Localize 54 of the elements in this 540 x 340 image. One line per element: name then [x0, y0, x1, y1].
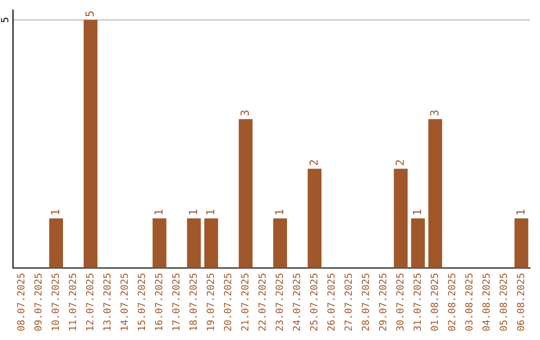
- bar: [204, 218, 218, 268]
- x-tick-label: 17.07.2025: [172, 274, 180, 330]
- x-tick-label: 11.07.2025: [68, 274, 76, 330]
- data-label: 3: [240, 110, 249, 116]
- bar: [428, 119, 442, 268]
- x-tick-label: 23.07.2025: [276, 274, 283, 331]
- x-tick-label: 29.07.2025: [379, 274, 386, 331]
- x-tick-label: 25.07.2025: [310, 274, 318, 331]
- x-tick-label: 18.07.2025: [189, 274, 197, 330]
- x-tick-label: 10.07.2025: [52, 274, 59, 330]
- x-tick-label: 30.07.2025: [396, 274, 404, 331]
- x-tick-label: 02.08.2025: [448, 274, 456, 331]
- data-label: 2: [396, 160, 404, 166]
- data-label: 1: [275, 210, 284, 214]
- x-tick-label: 24.07.2025: [292, 274, 300, 331]
- data-label: 1: [516, 210, 524, 214]
- data-label: 1: [51, 210, 60, 214]
- x-tick-label: 27.07.2025: [344, 274, 352, 331]
- bar: [514, 218, 528, 268]
- bar: [308, 168, 322, 268]
- x-tick-label: 16.07.2025: [154, 274, 162, 330]
- x-tick-label: 01.08.2025: [430, 274, 438, 331]
- x-tick-label: 12.07.2025: [86, 274, 94, 330]
- x-tick-label: 04.08.2025: [482, 274, 490, 331]
- x-tick-label: 14.07.2025: [120, 274, 128, 330]
- x-tick-label: 28.07.2025: [362, 274, 370, 331]
- x-tick-label: 21.07.2025: [241, 274, 248, 331]
- x-tick-label: 26.07.2025: [327, 274, 335, 331]
- bar: [273, 218, 288, 268]
- data-label: 1: [188, 210, 198, 214]
- bar: [152, 218, 166, 268]
- x-tick-label: 06.08.2025: [516, 274, 524, 331]
- x-tick-label: 05.08.2025: [500, 274, 507, 331]
- data-label: 3: [430, 110, 438, 116]
- data-label: 1: [412, 210, 422, 214]
- x-tick-label: 31.07.2025: [413, 274, 421, 331]
- x-tick-label: 22.07.2025: [258, 274, 266, 331]
- x-tick-label: 03.08.2025: [465, 274, 473, 331]
- bar: [187, 218, 201, 268]
- x-tick-label: 13.07.2025: [103, 274, 111, 330]
- x-tick-label: 08.07.2025: [17, 274, 24, 331]
- bar: [411, 218, 425, 268]
- data-label: 2: [309, 160, 318, 166]
- bar: [238, 119, 253, 268]
- data-label: 5: [86, 11, 94, 16]
- bar: [49, 218, 63, 268]
- x-tick-label: 19.07.2025: [206, 274, 214, 330]
- bar: [84, 20, 98, 268]
- bar: [394, 168, 408, 268]
- data-label: 1: [154, 210, 163, 214]
- x-tick-label: 09.07.2025: [34, 274, 42, 331]
- data-label: 1: [206, 210, 214, 214]
- x-tick-label: 20.07.2025: [224, 274, 232, 331]
- x-tick-label: 15.07.2025: [138, 274, 146, 330]
